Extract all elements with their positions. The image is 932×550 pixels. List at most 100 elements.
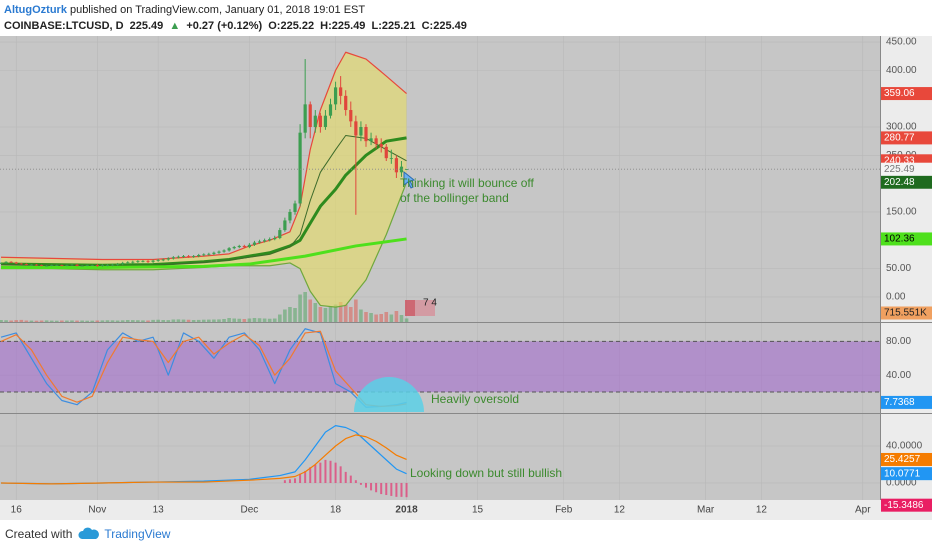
indicator-line <box>1 135 407 267</box>
volume-bar <box>399 315 404 322</box>
histogram-bar <box>294 478 297 483</box>
candle-body <box>252 242 257 245</box>
indicator-line <box>0 136 407 267</box>
candle-body <box>328 104 333 116</box>
y-tick-label: 0.00 <box>886 292 906 303</box>
author[interactable]: AltugOzturk <box>4 4 67 16</box>
cursor-icon <box>403 170 416 189</box>
volume-bar <box>80 320 84 322</box>
price-label: 102.36 <box>884 234 915 245</box>
symbol: COINBASE:LTCUSD, D <box>4 20 124 32</box>
candle-body <box>50 265 54 266</box>
volume-bar <box>14 320 19 322</box>
volume-bar <box>70 320 74 322</box>
volume-bar <box>181 319 186 322</box>
volume-bar <box>156 319 160 322</box>
candle-body <box>156 260 160 261</box>
candle-body <box>369 138 373 142</box>
candle-body <box>80 265 84 267</box>
histogram-bar <box>380 482 383 495</box>
histogram-bar <box>400 482 403 497</box>
candle-body <box>110 264 115 266</box>
candle-body <box>333 87 338 105</box>
ohlc-key: O: <box>268 20 281 32</box>
volume-bar <box>196 319 201 322</box>
volume-bar <box>364 312 368 322</box>
macd-pane <box>0 414 880 500</box>
volume-bar <box>374 314 378 322</box>
candle-body <box>308 104 312 128</box>
histogram-bar <box>304 470 307 483</box>
volume-bar <box>242 319 247 322</box>
histogram-bar <box>309 467 312 483</box>
candle-body <box>100 265 104 266</box>
event-flag <box>415 300 435 316</box>
ohlc-key: L: <box>371 20 382 32</box>
x-tick-label: 13 <box>153 505 165 516</box>
volume-bar <box>161 320 166 322</box>
indicator-line <box>1 182 408 308</box>
x-tick-label: 15 <box>472 505 484 516</box>
logo <box>78 527 100 539</box>
candle-body <box>344 95 348 111</box>
candle-body <box>399 166 404 173</box>
candle-body <box>75 264 79 266</box>
volume-bar <box>359 309 363 322</box>
volume-bar <box>44 320 49 322</box>
volume-bar <box>212 319 216 322</box>
candle-body <box>151 260 155 262</box>
candle-body <box>0 262 3 264</box>
published: published on TradingView.com, January 01… <box>69 4 366 16</box>
candle-body <box>263 240 267 242</box>
candle-body <box>404 169 409 171</box>
volume-bar <box>60 320 64 322</box>
x-tick-label: Nov <box>88 505 106 516</box>
price-label-box <box>881 232 932 246</box>
chart: 16 Nov 13 Dec 18 2018 15 Feb 12 Mar 12 Apr 450.00 400… <box>0 36 932 520</box>
x-tick-label: Feb <box>555 505 573 516</box>
candle-body <box>374 138 378 145</box>
annotation: Heavily oversold <box>431 392 519 406</box>
candle-body <box>181 256 186 257</box>
candle-body <box>288 211 292 221</box>
candle-body <box>55 265 59 266</box>
y-tick-label: 300.00 <box>886 122 917 133</box>
candle-body <box>39 265 44 266</box>
candle-body <box>65 265 69 266</box>
volume-bar <box>39 320 44 322</box>
volume-bar <box>404 318 409 322</box>
candle-body <box>389 158 393 159</box>
candle-body <box>14 262 18 264</box>
volume-bar <box>369 313 373 322</box>
candle-body <box>283 220 287 231</box>
candle-body <box>293 203 297 212</box>
volume-bar <box>95 320 100 322</box>
volume-bar <box>201 319 206 322</box>
price-label: 240.33 <box>884 155 915 166</box>
volume-bar <box>141 320 145 322</box>
candle-body <box>207 253 211 255</box>
candle-body <box>9 261 13 263</box>
header-line: COINBASE:LTCUSD, D 225.49 ▲ +0.27 (+0.12… <box>4 18 470 34</box>
price-label-box <box>881 452 932 466</box>
volume-bar <box>272 318 277 322</box>
volume-bar <box>65 320 69 322</box>
candle-body <box>323 115 328 128</box>
volume-bar <box>232 318 236 322</box>
volume-bar <box>0 320 3 322</box>
y-tick-label: 40.0000 <box>886 441 923 452</box>
brand[interactable]: TradingView <box>104 527 171 541</box>
histogram-bar <box>319 462 322 483</box>
candle-body <box>146 261 150 263</box>
volume-bar <box>262 318 267 322</box>
y-tick-label: 450.00 <box>886 37 917 48</box>
volume-bar <box>131 320 135 322</box>
y-tick-label: 50.00 <box>886 263 911 274</box>
histogram-bar <box>364 482 367 488</box>
price-label-box <box>881 175 932 189</box>
volume-bar <box>313 303 318 322</box>
candle-body <box>60 265 64 266</box>
candle-body <box>278 230 282 239</box>
y-tick-label: 0.0000 <box>886 478 917 489</box>
histogram-bar <box>288 479 291 483</box>
